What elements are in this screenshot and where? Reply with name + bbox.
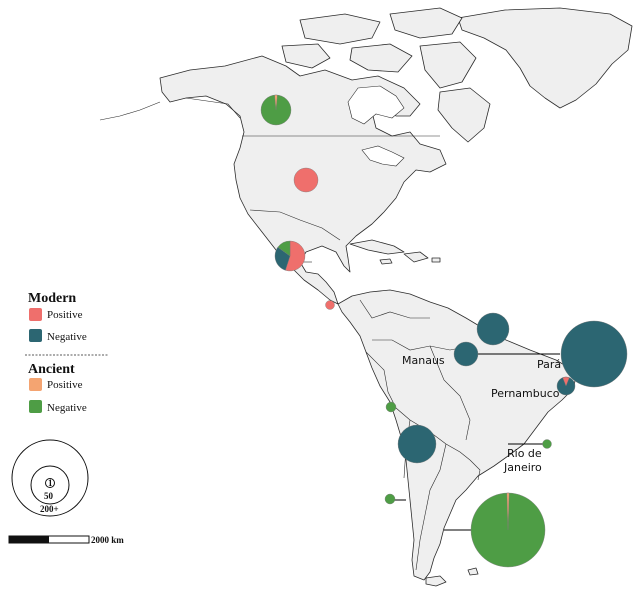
label-para: Pará [537, 358, 561, 371]
site-marker-usa [293, 167, 319, 193]
site-marker-mexico-ancient-negative [277, 240, 291, 257]
legend-modern-negative-swatch [29, 329, 42, 342]
size-label-large: 200+ [40, 504, 59, 514]
site-marker-pernambuco-positive-slice [562, 376, 570, 387]
aleutian-islands [99, 101, 161, 121]
baffin-island [437, 87, 491, 143]
legend: Modern Positive Negative Ancient Positiv… [25, 291, 108, 414]
label-manaus: Manaus [402, 354, 445, 367]
arctic-island-3 [349, 43, 413, 73]
landmasses [99, 7, 633, 587]
site-marker-chile [384, 493, 396, 505]
scale-bar: 2000 km [8, 535, 124, 545]
legend-ancient-negative-swatch [29, 400, 42, 413]
site-marker-mexico-modern-negative [274, 246, 291, 271]
label-rio-line1: Rio de [507, 447, 542, 460]
size-legend: 1 50 200+ [11, 439, 89, 517]
legend-modern-positive-label: Positive [47, 309, 83, 321]
size-label-small: 1 [48, 478, 53, 488]
legend-modern-positive-swatch [29, 308, 42, 321]
legend-ancient-positive-label: Positive [47, 379, 83, 391]
label-pernambuco: Pernambuco [491, 387, 560, 400]
site-marker-guianas [476, 312, 510, 346]
arctic-island-2 [389, 7, 463, 39]
jamaica [379, 258, 393, 265]
site-marker-rio-de-janeiro [542, 439, 552, 449]
greenland [457, 7, 633, 109]
puerto-rico [431, 257, 441, 263]
site-marker-peru [385, 401, 397, 413]
tierra-del-fuego [425, 575, 447, 587]
arctic-island-4 [419, 41, 477, 89]
legend-modern-title: Modern [28, 291, 76, 306]
hudson-bay [347, 85, 405, 125]
site-marker-mexico-modern-positive [285, 240, 306, 272]
scale-bar-label: 2000 km [91, 535, 124, 545]
size-label-medium: 50 [44, 491, 54, 501]
size-circle-small [45, 478, 55, 488]
hispaniola [403, 251, 429, 263]
place-labels: Manaus Pará Pernambuco Rio de Janeiro [402, 354, 561, 474]
site-marker-central-america [325, 300, 335, 310]
arctic-island-5 [281, 43, 331, 69]
site-marker-para [560, 320, 628, 388]
site-marker-manaus [453, 341, 479, 367]
site-marker-canada-positive-slice [274, 94, 278, 111]
arctic-island-1 [299, 13, 381, 45]
legend-ancient-negative-label: Negative [47, 402, 87, 414]
site-marker-patagonia-positive-slice [506, 492, 510, 531]
legend-modern-negative-label: Negative [47, 331, 87, 343]
legend-ancient-positive-swatch [29, 378, 42, 391]
cuba [349, 239, 405, 255]
site-marker-bolivia [397, 424, 437, 464]
label-rio-line2: Janeiro [503, 461, 542, 474]
site-markers [260, 94, 628, 568]
great-lakes [361, 145, 405, 167]
legend-ancient-title: Ancient [28, 362, 75, 377]
falklands [467, 567, 479, 576]
